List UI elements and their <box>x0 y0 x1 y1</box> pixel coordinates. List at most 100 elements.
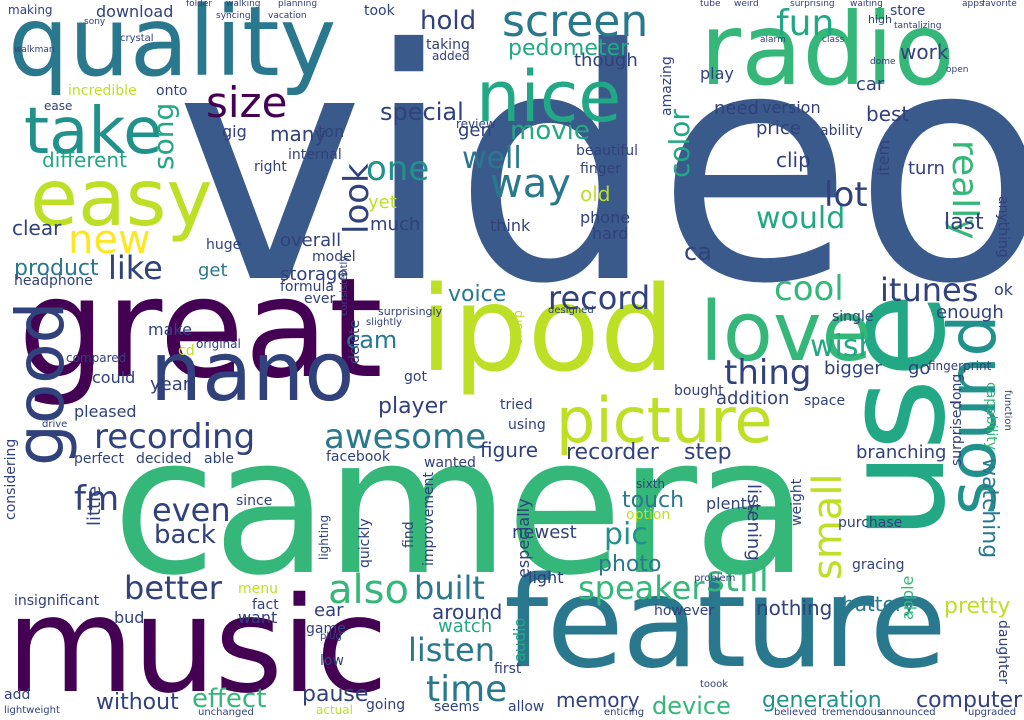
word-awesome: awesome <box>324 417 487 457</box>
word-waiting: waiting <box>850 0 883 9</box>
word-without: without <box>96 690 179 715</box>
word-figure: figure <box>480 438 539 462</box>
word-actual: actual <box>316 703 353 717</box>
word-go: go <box>908 358 931 379</box>
word-download: download <box>96 2 174 21</box>
word-drive: drive <box>42 419 68 430</box>
word-huge: huge <box>206 237 242 253</box>
word-got: got <box>404 369 427 385</box>
word-price: price <box>756 118 801 139</box>
word-option: option <box>626 507 671 523</box>
word-cam: cam <box>346 326 398 354</box>
word-tremendous: tremendous <box>822 707 883 718</box>
word-took: took <box>364 3 395 19</box>
word-nano: nano <box>150 325 355 420</box>
word-picture: picture <box>556 384 773 457</box>
word-overall: overall <box>280 230 342 251</box>
word-turn: turn <box>908 158 945 179</box>
word-generation: generation <box>762 688 882 713</box>
word-branching: branching <box>856 442 947 463</box>
word-announced: announced <box>880 707 936 718</box>
word-syncing: syncing <box>216 11 251 21</box>
word-apple: apple <box>898 575 917 620</box>
word-tube: tube <box>700 0 721 9</box>
word-ease: ease <box>44 99 73 113</box>
word-pause: pause <box>302 682 369 707</box>
word-open: open <box>946 65 969 75</box>
word-itunes: itunes <box>880 271 979 309</box>
word-step: step <box>684 440 732 465</box>
word-radio: radio <box>700 0 955 108</box>
word-ear: ear <box>314 600 344 621</box>
word-using: using <box>508 417 546 433</box>
word-hold: hold <box>420 6 477 36</box>
word-old: old <box>580 182 611 206</box>
word-video: video <box>175 0 1024 354</box>
word-improvement: improvement <box>421 472 437 566</box>
word-think: think <box>490 216 531 235</box>
word-problem: problem <box>694 573 736 584</box>
word-great: great <box>18 248 383 409</box>
word-new: new <box>68 217 151 263</box>
word-watching: watching <box>977 458 1002 559</box>
word-quickly: quickly <box>357 518 373 568</box>
word-work: work <box>900 40 949 64</box>
word-sharp: sharp <box>511 310 525 344</box>
word-clip: clip <box>776 148 811 172</box>
word-clear: clear <box>12 216 62 240</box>
word-size: size <box>206 78 288 127</box>
word-pleased: pleased <box>74 402 137 421</box>
word-original: original <box>196 337 241 351</box>
word-believed: believed <box>774 707 817 718</box>
word-fun: fun <box>776 3 835 44</box>
word-right: right <box>254 159 287 175</box>
word-back: back <box>154 520 216 550</box>
word-bigger: bigger <box>824 358 882 379</box>
word-able: able <box>204 451 234 467</box>
word-memory: memory <box>556 688 640 712</box>
word-recorder: recorder <box>566 440 659 465</box>
word-time: time <box>426 669 508 710</box>
word-recording: recording <box>94 417 256 457</box>
word-listen: listen <box>408 631 495 669</box>
word-get: get <box>198 260 228 281</box>
word-version: version <box>762 98 821 117</box>
word-many: many <box>270 122 327 146</box>
word-space: space <box>804 393 846 409</box>
word-gig: gig <box>222 122 247 141</box>
word-effect: effect <box>192 684 267 714</box>
word-lightweight: lightweight <box>4 705 60 716</box>
word-especially: especially <box>514 498 533 578</box>
word-phone: phone <box>580 208 631 227</box>
word-still: still <box>706 559 769 600</box>
word-headphone: headphone <box>14 273 93 289</box>
word-computer: computer <box>916 688 1023 713</box>
word-car: car <box>856 74 885 95</box>
word-ipod: ipod <box>420 260 675 398</box>
word-speaker: speaker <box>578 569 705 607</box>
word-thing: thing <box>724 353 812 393</box>
word-newest: newest <box>512 522 577 543</box>
word-internal: internal <box>288 147 342 163</box>
word-bought: bought <box>674 383 724 399</box>
word-around: around <box>432 600 503 624</box>
word-product: product <box>14 256 99 281</box>
word-purchase: purchase <box>838 515 903 531</box>
word-going: going <box>366 697 406 713</box>
word-slightly: slightly <box>366 317 403 328</box>
word-well: well <box>462 141 522 176</box>
word-nothing: nothing <box>756 596 833 620</box>
word-plug: plug <box>320 631 342 642</box>
word-yet: yet <box>368 192 397 213</box>
word-added: added <box>432 49 470 63</box>
word-toook: toook <box>700 679 729 690</box>
word-light: light <box>528 568 564 587</box>
word-pedometer: pedometer <box>508 36 630 61</box>
word-onto: onto <box>156 83 188 99</box>
word-device: device <box>652 692 731 720</box>
word-record: record <box>548 279 651 317</box>
word-find: find <box>401 521 417 548</box>
word-planning: planning <box>278 0 318 9</box>
word-wish: wish <box>810 329 878 364</box>
word-lot: lot <box>824 175 868 215</box>
